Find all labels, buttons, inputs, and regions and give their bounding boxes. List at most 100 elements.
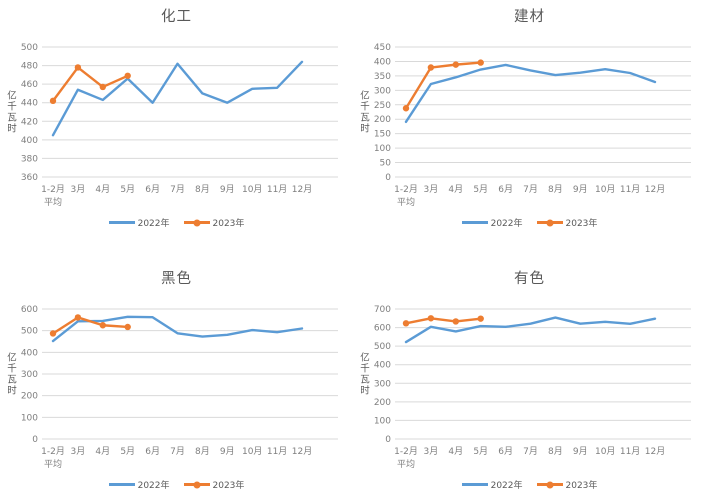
svg-text:瓦: 瓦 bbox=[7, 375, 17, 386]
legend-label: 2022年 bbox=[137, 481, 170, 491]
svg-text:10月: 10月 bbox=[242, 446, 262, 457]
svg-text:平均: 平均 bbox=[44, 458, 62, 470]
chart-title: 建材 bbox=[514, 9, 545, 25]
svg-text:8月: 8月 bbox=[195, 446, 210, 457]
legend-item-2022: 2022年 bbox=[108, 216, 170, 229]
svg-text:12月: 12月 bbox=[645, 446, 665, 457]
svg-text:5月: 5月 bbox=[120, 184, 135, 195]
svg-text:6月: 6月 bbox=[145, 446, 160, 457]
svg-text:360: 360 bbox=[21, 173, 38, 183]
svg-text:6月: 6月 bbox=[145, 184, 160, 195]
legend-label: 2023年 bbox=[565, 219, 598, 229]
svg-text:5月: 5月 bbox=[473, 184, 488, 195]
svg-text:10月: 10月 bbox=[242, 184, 262, 195]
svg-text:平均: 平均 bbox=[397, 196, 415, 208]
svg-text:7月: 7月 bbox=[523, 184, 538, 195]
legend-marker-dot bbox=[546, 219, 553, 226]
svg-text:8月: 8月 bbox=[548, 184, 563, 195]
legend-line-sample-2022 bbox=[108, 221, 135, 224]
legend-label: 2023年 bbox=[565, 481, 598, 491]
legend-line-sample-2023 bbox=[183, 219, 210, 226]
chart-legend: 2022年 2023年 bbox=[461, 216, 598, 229]
svg-text:200: 200 bbox=[374, 115, 391, 125]
svg-text:450: 450 bbox=[374, 43, 391, 53]
legend-item-2023: 2023年 bbox=[536, 478, 598, 491]
legend-item-2022: 2022年 bbox=[461, 478, 523, 491]
svg-text:12月: 12月 bbox=[292, 446, 312, 457]
svg-text:300: 300 bbox=[21, 370, 38, 380]
chart-legend: 2022年 2023年 bbox=[461, 478, 598, 491]
svg-text:时: 时 bbox=[7, 385, 17, 397]
svg-text:380: 380 bbox=[21, 154, 38, 164]
svg-text:400: 400 bbox=[374, 57, 391, 67]
svg-text:6月: 6月 bbox=[498, 184, 513, 195]
svg-text:瓦: 瓦 bbox=[360, 113, 370, 124]
svg-text:3月: 3月 bbox=[71, 184, 86, 195]
svg-text:1-2月: 1-2月 bbox=[394, 446, 418, 457]
legend-label: 2023年 bbox=[212, 481, 245, 491]
svg-text:460: 460 bbox=[21, 80, 38, 90]
svg-text:600: 600 bbox=[21, 305, 38, 315]
svg-text:420: 420 bbox=[21, 117, 38, 127]
svg-text:200: 200 bbox=[21, 392, 38, 402]
chart-nonferrous-metals: 有色 0 100 200 300 400 500 600 700 1-2月 平均 3月 4月 5月 6月 7… bbox=[353, 250, 706, 498]
legend-label: 2023年 bbox=[212, 219, 245, 229]
svg-text:9月: 9月 bbox=[573, 184, 588, 195]
svg-text:700: 700 bbox=[374, 305, 391, 315]
svg-text:300: 300 bbox=[374, 379, 391, 389]
svg-text:300: 300 bbox=[374, 86, 391, 96]
legend-item-2023: 2023年 bbox=[536, 216, 598, 229]
svg-text:3月: 3月 bbox=[424, 184, 439, 195]
legend-item-2022: 2022年 bbox=[108, 478, 170, 491]
legend-line-sample-2022 bbox=[461, 483, 488, 486]
svg-text:1-2月: 1-2月 bbox=[41, 446, 65, 457]
svg-text:1-2月: 1-2月 bbox=[394, 184, 418, 195]
svg-text:千: 千 bbox=[360, 102, 370, 113]
svg-text:200: 200 bbox=[374, 398, 391, 408]
svg-text:0: 0 bbox=[32, 435, 38, 445]
chart-title: 化工 bbox=[161, 9, 192, 25]
legend-line-sample-2023 bbox=[536, 219, 563, 226]
svg-text:11月: 11月 bbox=[267, 184, 287, 195]
svg-text:亿: 亿 bbox=[360, 352, 370, 364]
svg-text:亿: 亿 bbox=[7, 352, 17, 364]
svg-text:400: 400 bbox=[21, 136, 38, 146]
svg-text:时: 时 bbox=[7, 123, 17, 135]
svg-text:亿: 亿 bbox=[360, 90, 370, 102]
chart-chemical: 化工 360 380 400 420 440 460 480 500 1-2月 平均 3月 4月 5月 6… bbox=[0, 0, 353, 250]
svg-text:500: 500 bbox=[21, 43, 38, 53]
legend-label: 2022年 bbox=[490, 481, 523, 491]
svg-text:时: 时 bbox=[360, 123, 370, 135]
svg-text:480: 480 bbox=[21, 62, 38, 72]
legend-marker-dot bbox=[193, 219, 200, 226]
svg-text:350: 350 bbox=[374, 72, 391, 82]
svg-text:4月: 4月 bbox=[448, 184, 463, 195]
svg-text:0: 0 bbox=[385, 435, 391, 445]
svg-text:千: 千 bbox=[360, 364, 370, 375]
svg-text:8月: 8月 bbox=[548, 446, 563, 457]
svg-text:3月: 3月 bbox=[71, 446, 86, 457]
svg-text:10月: 10月 bbox=[595, 446, 615, 457]
svg-text:150: 150 bbox=[374, 130, 391, 140]
svg-text:4月: 4月 bbox=[95, 446, 110, 457]
legend-item-2023: 2023年 bbox=[183, 478, 245, 491]
chart-building-materials: 建材 0 50 100 150 200 250 300 350 400 450 1-2月 平均 3月 4月… bbox=[353, 0, 706, 250]
svg-text:5月: 5月 bbox=[473, 446, 488, 457]
svg-text:440: 440 bbox=[21, 99, 38, 109]
svg-text:4月: 4月 bbox=[95, 184, 110, 195]
svg-text:瓦: 瓦 bbox=[7, 113, 17, 124]
chart-ferrous-metals: 黑色 0 100 200 300 400 500 600 1-2月 平均 3月 4月 5月 6月 7月 8月… bbox=[0, 250, 353, 498]
svg-text:100: 100 bbox=[374, 144, 391, 154]
legend-line-sample-2023 bbox=[183, 481, 210, 488]
svg-text:100: 100 bbox=[374, 416, 391, 426]
svg-text:千: 千 bbox=[7, 364, 17, 375]
legend-marker-dot bbox=[546, 481, 553, 488]
svg-text:400: 400 bbox=[21, 348, 38, 358]
svg-text:400: 400 bbox=[374, 361, 391, 371]
svg-text:亿: 亿 bbox=[7, 90, 17, 102]
